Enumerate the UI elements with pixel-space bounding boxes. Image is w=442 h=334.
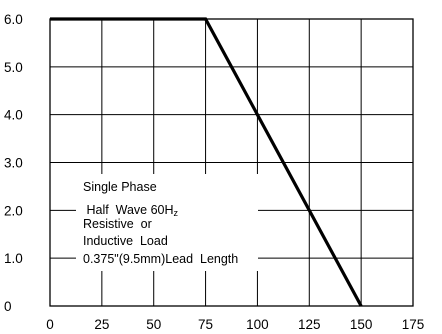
x-tick-label: 25 [94, 317, 109, 332]
y-tick-label: 6.0 [4, 12, 23, 27]
y-tick-label: 3.0 [4, 156, 23, 171]
y-tick-label: 0 [4, 299, 12, 314]
x-tick-label: 125 [298, 317, 321, 332]
annotation-line: Resistive or [83, 217, 152, 231]
annotation-line: Half Wave 60Hz [83, 203, 179, 218]
x-tick-label: 0 [46, 317, 54, 332]
annotation-subscript: z [174, 208, 179, 218]
series-line [50, 17, 363, 307]
x-tick-label: 75 [198, 317, 213, 332]
annotation-background [76, 174, 258, 271]
annotation-line: Single Phase [83, 180, 157, 194]
plot-frame [49, 18, 414, 307]
x-tick-label: 150 [350, 317, 373, 332]
annotation-box: Single Phase Half Wave 60Hz Resistive or… [76, 174, 258, 271]
annotation-line-main: Half Wave 60H [83, 203, 174, 217]
y-tick-label: 4.0 [4, 108, 23, 123]
x-tick-label: 175 [402, 317, 425, 332]
plot-border [49, 18, 414, 307]
x-tick-label: 50 [146, 317, 161, 332]
y-tick-label: 1.0 [4, 251, 23, 266]
x-axis: 0 25 50 75 100 125 150 175 [46, 317, 424, 332]
y-axis: 0 1.0 2.0 3.0 4.0 5.0 6.0 [4, 12, 23, 314]
y-tick-label: 2.0 [4, 203, 23, 218]
annotation-line: Inductive Load [83, 234, 168, 248]
annotation-line: 0.375"(9.5mm)Lead Length [83, 252, 238, 266]
y-tick-label: 5.0 [4, 60, 23, 75]
series [50, 17, 363, 307]
x-tick-label: 100 [246, 317, 269, 332]
